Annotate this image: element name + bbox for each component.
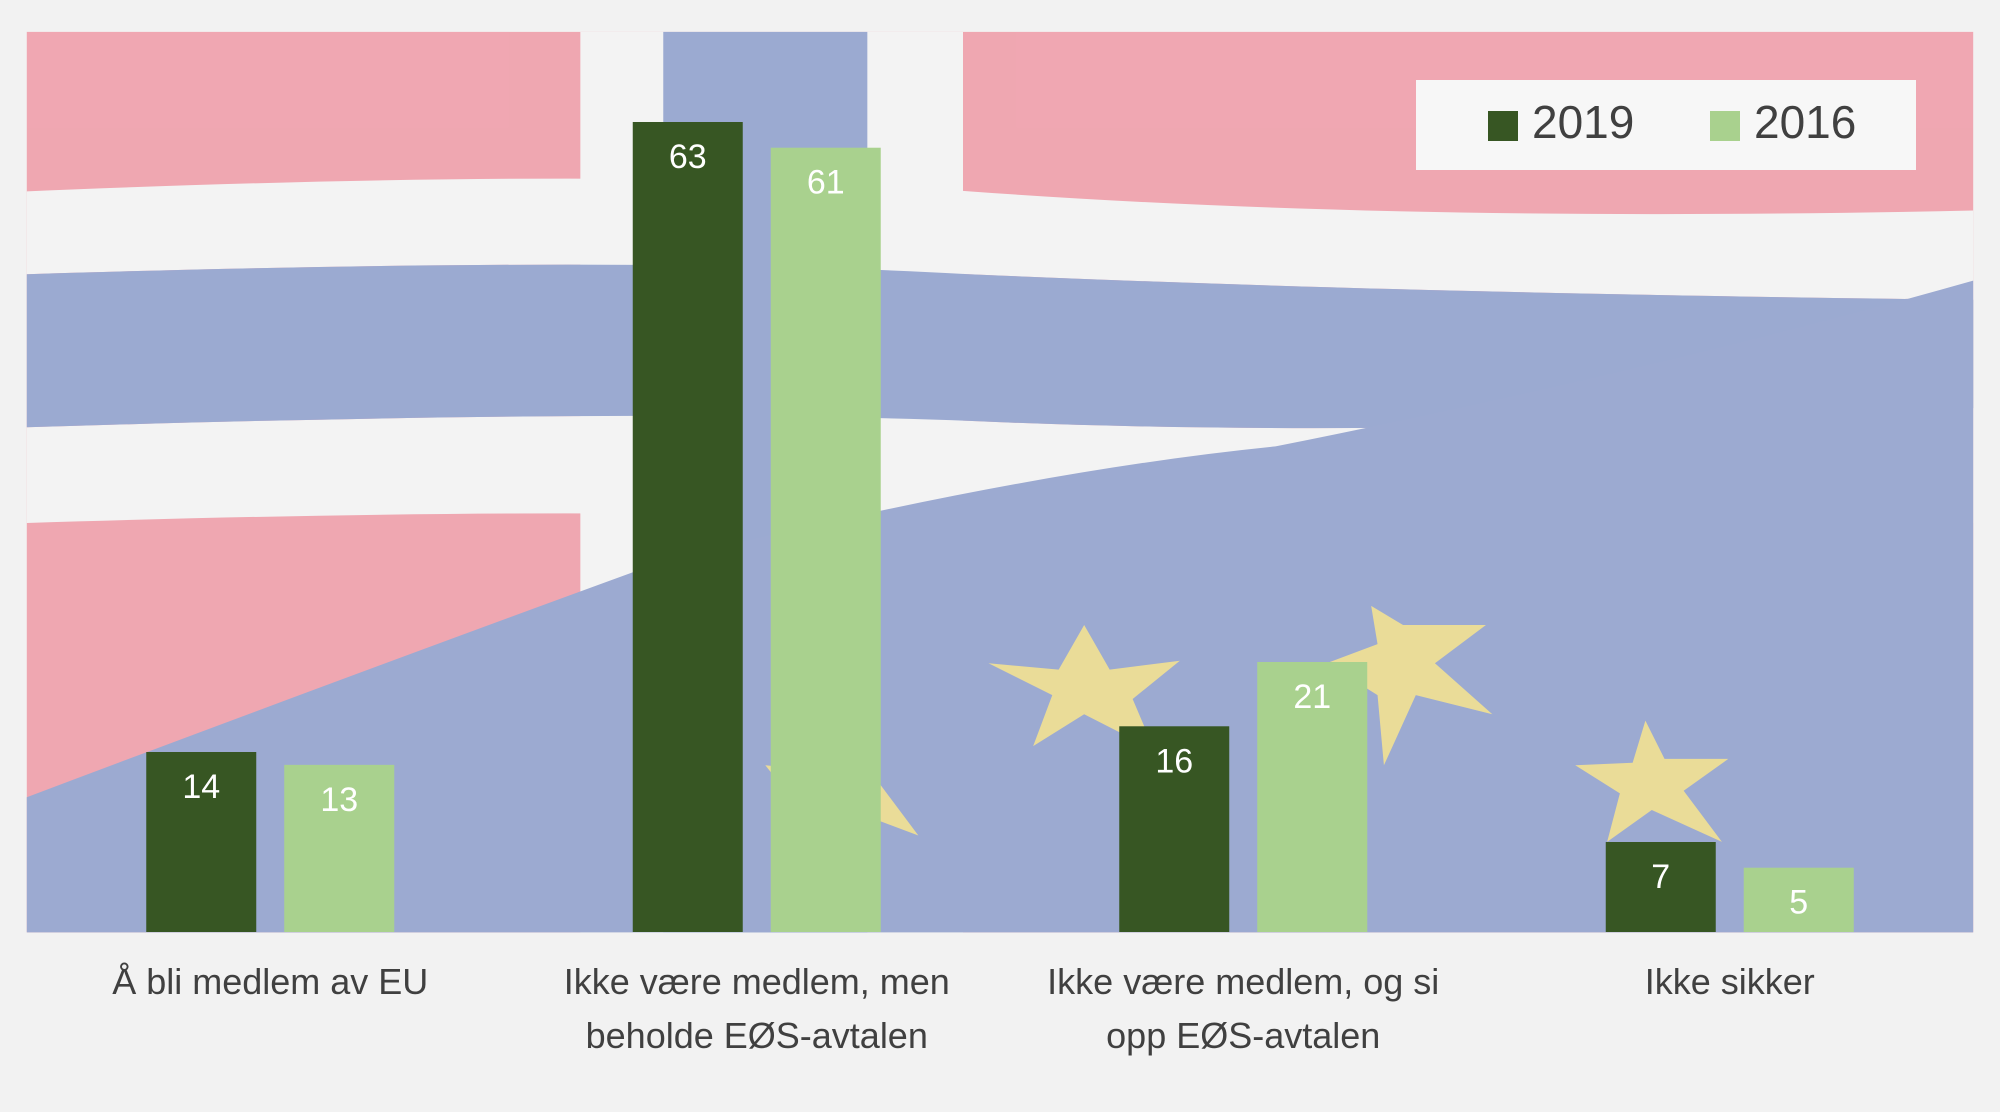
data-label: 16 — [1155, 742, 1193, 780]
bar — [1605, 842, 1716, 932]
bar — [284, 764, 395, 932]
data-label: 14 — [182, 768, 220, 806]
legend-label: 2016 — [1754, 96, 1856, 148]
bar — [632, 122, 743, 932]
legend-label: 2019 — [1532, 96, 1634, 148]
data-label: 5 — [1789, 884, 1808, 922]
x-tick-label: Ikke være medlem, og si opp EØS-avtalen — [1047, 961, 1440, 1056]
bar — [146, 752, 257, 932]
x-tick-label: Ikke være medlem, men beholde EØS-avtale… — [563, 961, 950, 1056]
legend-marker — [1488, 111, 1518, 141]
data-label: 21 — [1293, 678, 1331, 716]
bar — [1119, 726, 1230, 932]
x-tick-label: Å bli medlem av EU — [112, 961, 429, 1002]
data-label: 63 — [669, 138, 707, 176]
data-label: 7 — [1651, 858, 1670, 896]
x-tick-label: Ikke sikker — [1644, 961, 1815, 1002]
legend-marker — [1710, 111, 1740, 141]
data-label: 61 — [807, 164, 845, 202]
data-label: 13 — [320, 781, 358, 819]
bar — [1257, 662, 1368, 932]
bar — [770, 147, 881, 932]
bar — [1743, 867, 1854, 932]
